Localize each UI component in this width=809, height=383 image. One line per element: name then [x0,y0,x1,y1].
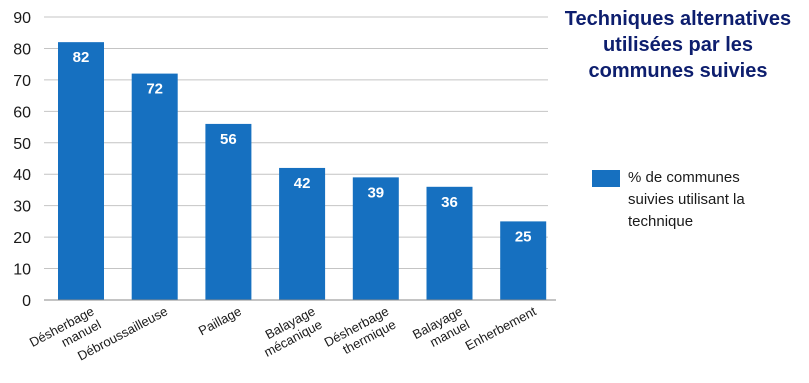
data-label: 82 [73,49,90,66]
gridlines [44,16,548,270]
y-tick-label: 20 [13,230,31,247]
bar [279,167,326,300]
data-label: 25 [515,228,532,245]
data-label: 36 [441,194,458,211]
x-tick-label: Paillage [196,303,244,338]
data-label: 56 [220,131,237,148]
legend-swatch [592,170,620,187]
data-labels: 82 72 56 42 39 36 25 [73,49,532,245]
y-tick-label: 0 [22,293,31,310]
y-tick-label: 60 [13,104,31,121]
y-tick-label: 90 [13,10,31,27]
data-label: 72 [146,81,163,98]
x-tick-label-line: Enherbement [463,303,539,353]
y-tick-label: 50 [13,136,31,153]
bar [426,186,473,300]
data-label: 39 [367,184,384,201]
legend: % de communes suivies utilisant la techn… [592,167,807,233]
y-tick-label: 70 [13,73,31,90]
bar [131,73,178,300]
bar [352,177,399,300]
chart-title: Techniques alternatives utilisées par le… [564,8,792,82]
bar [58,42,104,301]
x-tick-label: Enherbement [463,303,539,353]
y-tick-label: 30 [13,199,31,216]
bars [58,42,547,301]
bar [500,221,547,300]
y-tick-label: 80 [13,41,31,58]
x-tick-label-line: Paillage [196,303,244,338]
y-tick-label: 10 [13,262,31,279]
y-tick-label: 40 [13,167,31,184]
y-axis-tick-labels: 0 10 20 30 40 50 60 70 80 90 [13,10,31,310]
legend-label: % de communes suivies utilisant la techn… [628,169,745,230]
data-label: 42 [294,175,311,192]
bar [205,123,252,301]
